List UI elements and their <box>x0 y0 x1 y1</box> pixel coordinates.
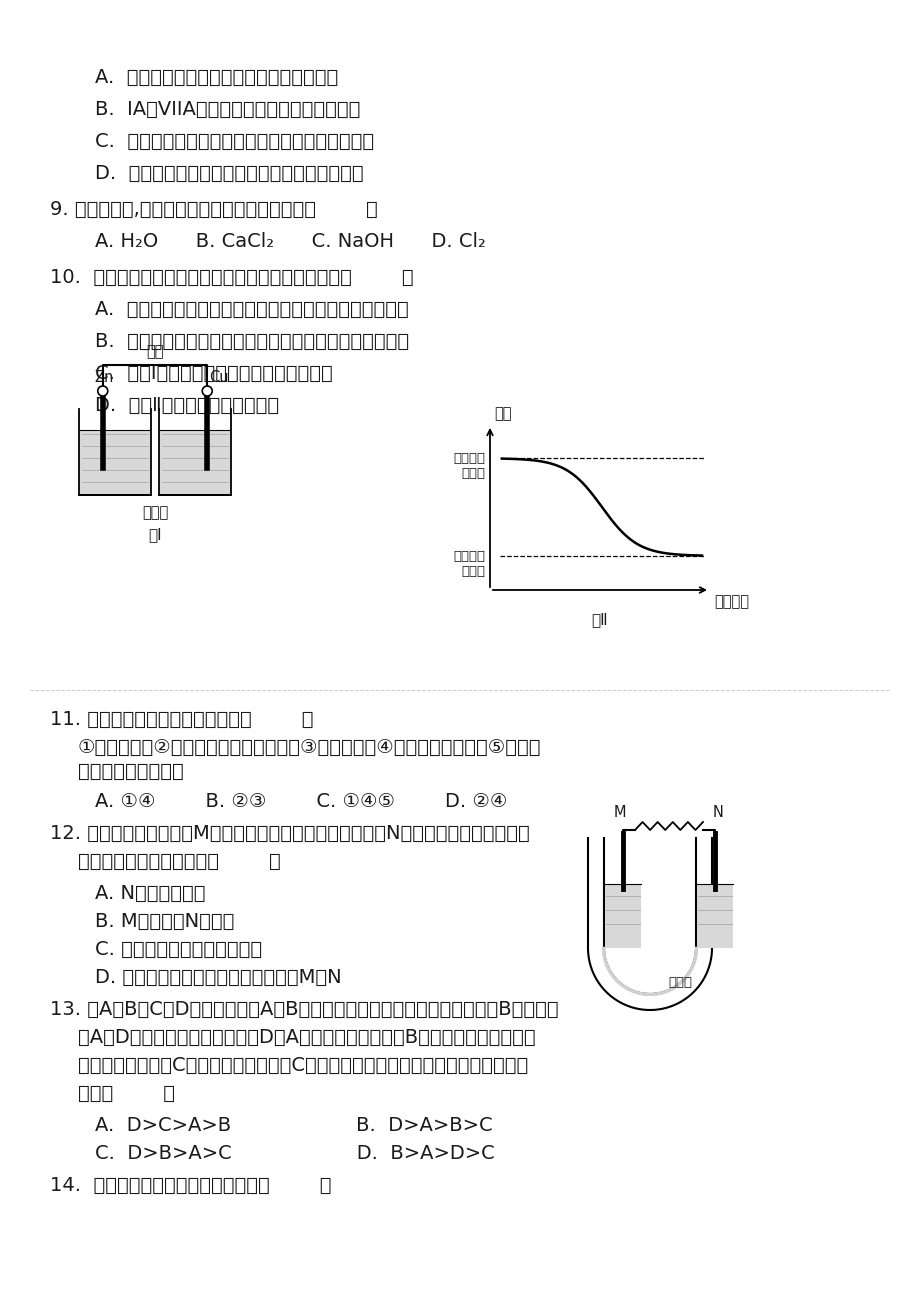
Text: A. H₂O      B. CaCl₂      C. NaOH      D. Cl₂: A. H₂O B. CaCl₂ C. NaOH D. Cl₂ <box>95 231 485 251</box>
Text: A. N上有气体放出: A. N上有气体放出 <box>95 884 205 904</box>
Text: 下列叙述中，不正确的是（        ）: 下列叙述中，不正确的是（ ） <box>78 852 280 871</box>
Circle shape <box>202 386 212 396</box>
Text: 能量: 能量 <box>494 406 511 421</box>
Text: 反应过程: 反应过程 <box>713 594 748 608</box>
Text: D.  活泼金属与活泼非金属化合时，能形成离子键: D. 活泼金属与活泼非金属化合时，能形成离子键 <box>95 164 363 183</box>
Text: 13. 有A、B、C、D四种金属。将A与B用导线连接起来，浸入电解质溶液中，B为正极。: 13. 有A、B、C、D四种金属。将A与B用导线连接起来，浸入电解质溶液中，B为… <box>50 1000 558 1019</box>
Text: D.  下图Ⅱ所示的反应为吸热反应: D. 下图Ⅱ所示的反应为吸热反应 <box>95 396 278 415</box>
Text: A.  化学反应中能量变化的主要原因是化学键的断裂与生成: A. 化学反应中能量变化的主要原因是化学键的断裂与生成 <box>95 300 408 318</box>
Text: 总能量: 总能量 <box>460 566 484 578</box>
Text: 化。如果把铜浸入C的盐溶液里，有金属C析出。据此判断它们的活动性由强到弱的顺: 化。如果把铜浸入C的盐溶液里，有金属C析出。据此判断它们的活动性由强到弱的顺 <box>78 1056 528 1075</box>
Text: 反应物的: 反应物的 <box>452 452 484 465</box>
Text: 将A、D分别投入等浓度盐酸中，D比A反应剧烈。将铜浸入B的盐溶液里，无明显变: 将A、D分别投入等浓度盐酸中，D比A反应剧烈。将铜浸入B的盐溶液里，无明显变 <box>78 1028 535 1046</box>
Text: ①液态水汽化②将胆矾加热变为白色粉末③浓硫酸稀释④氯酸钾分解制氧气⑤生石灰: ①液态水汽化②将胆矾加热变为白色粉末③浓硫酸稀释④氯酸钾分解制氧气⑤生石灰 <box>78 738 541 757</box>
Text: A. ①④        B. ②③        C. ①④⑤        D. ②④: A. ①④ B. ②③ C. ①④⑤ D. ②④ <box>95 792 506 811</box>
Text: 生成物的: 生成物的 <box>452 550 484 563</box>
Text: C.  由非金属元素形成的化合物一定不是离子化合物: C. 由非金属元素形成的化合物一定不是离子化合物 <box>95 133 374 151</box>
Text: C.  下图Ⅰ所示的装置能将化学能转变为电能: C. 下图Ⅰ所示的装置能将化学能转变为电能 <box>95 364 333 384</box>
Bar <box>160 430 230 494</box>
Text: 稀硫酸: 稀硫酸 <box>668 975 692 988</box>
Text: C.  D>B>A>C                    D.  B>A>D>C: C. D>B>A>C D. B>A>D>C <box>95 1144 494 1164</box>
Text: 14.  下列有关电池的说法不正确的是（        ）: 14. 下列有关电池的说法不正确的是（ ） <box>50 1176 331 1195</box>
Text: B.  IA和VIIA族原子化合时，一定生成离子键: B. IA和VIIA族原子化合时，一定生成离子键 <box>95 100 360 120</box>
Text: 图Ⅰ: 图Ⅰ <box>148 526 162 542</box>
Text: 11. 下列变化中属于吸热反应的是（        ）: 11. 下列变化中属于吸热反应的是（ ） <box>50 710 313 729</box>
Text: 跟水反应生成熟石灰: 跟水反应生成熟石灰 <box>78 762 184 781</box>
Text: B. M为负极，N为正极: B. M为负极，N为正极 <box>95 913 234 931</box>
Bar <box>605 884 641 948</box>
Bar <box>80 430 150 494</box>
Text: A.  D>C>A>B                    B.  D>A>B>C: A. D>C>A>B B. D>A>B>C <box>95 1115 492 1135</box>
Circle shape <box>97 386 108 396</box>
Text: N: N <box>712 805 722 820</box>
Text: A.  含有金属元素的化合物一定是离子化合物: A. 含有金属元素的化合物一定是离子化合物 <box>95 68 338 87</box>
Text: B.  化石燃料是可再生性能源，燃烧时将化学能转变为热能: B. 化石燃料是可再生性能源，燃烧时将化学能转变为热能 <box>95 332 409 351</box>
Text: Cu: Cu <box>209 370 229 385</box>
Text: 10.  关于化学能与其他能量相互转化的说法正确的是（        ）: 10. 关于化学能与其他能量相互转化的说法正确的是（ ） <box>50 268 414 287</box>
Text: D. 导线中有电流通过，电流方向是由M到N: D. 导线中有电流通过，电流方向是由M到N <box>95 968 341 987</box>
Text: 12. 如图所示的装置中，M为活动性顺序位于氢之前的金属，N为石墨棒，关于此装置的: 12. 如图所示的装置中，M为活动性顺序位于氢之前的金属，N为石墨棒，关于此装置… <box>50 824 529 842</box>
Text: 9. 下列物质中,既含有离子键又含有共价键的是（        ）: 9. 下列物质中,既含有离子键又含有共价键的是（ ） <box>50 200 378 218</box>
Text: Zn: Zn <box>95 370 114 385</box>
Text: M: M <box>613 805 626 820</box>
Text: 稀硫酸: 稀硫酸 <box>142 504 168 520</box>
Text: C. 是化学能转变为电能的装置: C. 是化学能转变为电能的装置 <box>95 940 262 959</box>
Bar <box>697 884 732 948</box>
Text: 导线: 导线 <box>146 344 164 359</box>
Text: 图Ⅱ: 图Ⅱ <box>591 612 607 627</box>
Text: 序是（        ）: 序是（ ） <box>78 1084 175 1102</box>
Text: 总能量: 总能量 <box>460 467 484 480</box>
